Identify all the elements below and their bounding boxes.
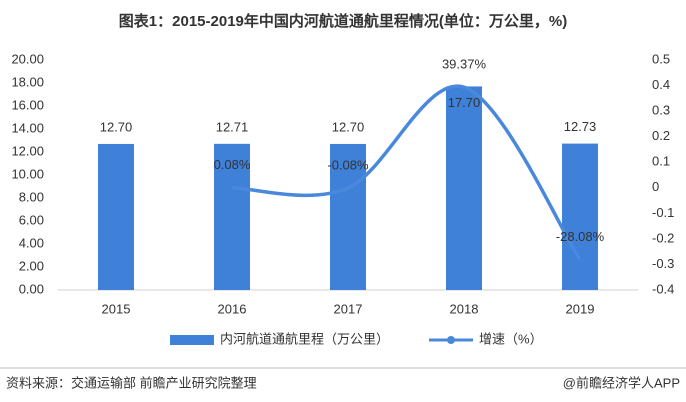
- y-tick-label: 16.00: [11, 97, 44, 112]
- chart-title: 图表1：2015-2019年中国内河航道通航里程情况(单位：万公里，%): [119, 12, 567, 30]
- x-tick-label: 2015: [102, 301, 131, 316]
- y2-tick-label: -0.1: [652, 205, 674, 220]
- bar: [330, 143, 366, 290]
- bar-label: 12.73: [564, 119, 597, 134]
- y-tick-label: 14.00: [11, 120, 44, 135]
- y-tick-label: 6.00: [19, 212, 44, 227]
- y2-tick-label: 0.3: [652, 103, 670, 118]
- bar: [98, 143, 134, 290]
- bar-label: 17.70: [448, 95, 481, 110]
- y-tick-label: 20.00: [11, 51, 44, 66]
- y-tick-label: 12.00: [11, 143, 44, 158]
- y2-tick-label: 0.2: [652, 128, 670, 143]
- line-label: -28.08%: [556, 229, 605, 244]
- line-label: -0.08%: [327, 157, 369, 172]
- y-tick-label: 18.00: [11, 74, 44, 89]
- y-tick-label: 4.00: [19, 235, 44, 250]
- y-tick-label: 8.00: [19, 189, 44, 204]
- y2-tick-label: 0.5: [652, 51, 670, 66]
- source: 资料来源：交通运输部 前瞻产业研究院整理: [6, 375, 257, 390]
- bar: [214, 143, 250, 290]
- bar-label: 12.70: [100, 119, 133, 134]
- bar: [562, 143, 598, 290]
- legend-swatch: [170, 335, 214, 345]
- y2-tick-label: -0.3: [652, 256, 674, 271]
- y2-tick-label: -0.4: [652, 281, 674, 296]
- y-tick-label: 10.00: [11, 166, 44, 181]
- legend-marker: [447, 336, 456, 344]
- x-tick-label: 2016: [218, 301, 247, 316]
- brand: @前瞻经济学人APP: [563, 375, 680, 390]
- bar: [446, 86, 482, 290]
- y-tick-label: 0.00: [19, 281, 44, 296]
- line: [231, 84, 582, 261]
- y2-tick-label: -0.2: [652, 230, 674, 245]
- x-tick-label: 2017: [334, 301, 363, 316]
- x-tick-label: 2019: [566, 301, 595, 316]
- line-label: 39.37%: [442, 57, 487, 72]
- legend-label: 增速（%）: [479, 331, 543, 346]
- legend-label: 内河航道通航里程（万公里）: [220, 331, 389, 346]
- bar-label: 12.71: [216, 119, 249, 134]
- y2-tick-label: 0: [652, 179, 659, 194]
- bar-label: 12.70: [332, 119, 365, 134]
- y2-tick-label: 0.4: [652, 77, 670, 92]
- y-tick-label: 2.00: [19, 258, 44, 273]
- line-label: 0.08%: [214, 157, 251, 172]
- y2-tick-label: 0.1: [652, 154, 670, 169]
- x-tick-label: 2018: [450, 301, 479, 316]
